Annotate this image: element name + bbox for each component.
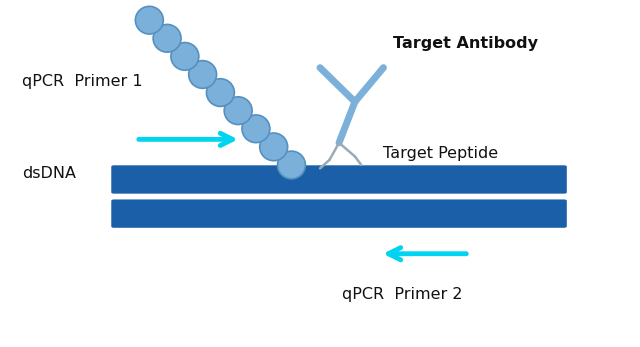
Text: qPCR  Primer 2: qPCR Primer 2 (342, 287, 463, 302)
Ellipse shape (189, 61, 216, 88)
Ellipse shape (278, 151, 305, 179)
Text: dsDNA: dsDNA (22, 166, 76, 181)
Ellipse shape (260, 133, 287, 161)
Ellipse shape (224, 97, 252, 125)
Text: Target Peptide: Target Peptide (383, 145, 499, 161)
Text: qPCR  Primer 1: qPCR Primer 1 (22, 74, 143, 89)
Text: Target Antibody: Target Antibody (393, 36, 538, 51)
Ellipse shape (171, 43, 199, 70)
Ellipse shape (136, 6, 163, 34)
FancyBboxPatch shape (111, 200, 567, 228)
Ellipse shape (242, 115, 270, 143)
FancyBboxPatch shape (111, 165, 567, 194)
Ellipse shape (207, 79, 234, 107)
Ellipse shape (153, 24, 181, 52)
